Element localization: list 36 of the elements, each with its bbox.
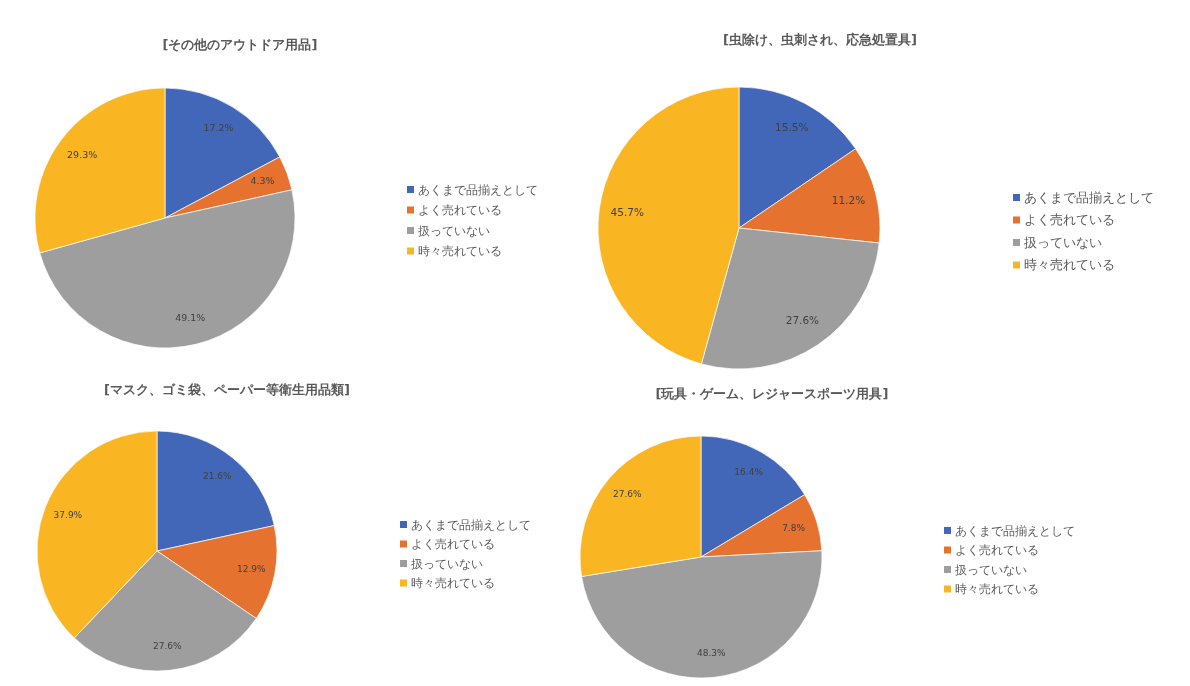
legend-label: 時々売れている <box>418 244 502 258</box>
legend-label: あくまで品揃えとして <box>411 517 531 532</box>
data-label: 27.6% <box>785 314 820 327</box>
legend-label: 時々売れている <box>1024 257 1115 272</box>
legend-label: 扱っていない <box>411 556 483 571</box>
chart-title: [玩具・ゲーム、レジャースポーツ用具] <box>655 385 889 401</box>
data-label: 7.8% <box>782 523 806 534</box>
data-label: 16.4% <box>734 467 764 478</box>
legend-label: あくまで品揃えとして <box>1024 189 1154 205</box>
data-label: 45.7% <box>610 205 644 218</box>
data-label: 29.3% <box>67 148 98 160</box>
legend-label: 扱っていない <box>418 223 490 238</box>
legend-label: よく売れている <box>1024 212 1115 227</box>
data-label: 37.9% <box>53 509 83 520</box>
data-label: 48.3% <box>697 647 727 658</box>
legend-label: 時々売れている <box>955 582 1039 596</box>
data-label: 17.2% <box>203 122 234 134</box>
legend-label: 扱っていない <box>955 562 1027 577</box>
legend-label: よく売れている <box>955 543 1039 557</box>
legend-label: 時々売れている <box>411 576 495 590</box>
chart-title: [虫除け、虫刺され、応急処置具] <box>723 31 917 47</box>
legend-label: 扱っていない <box>1024 234 1102 250</box>
legend-label: よく売れている <box>418 203 502 217</box>
data-label: 21.6% <box>202 470 232 481</box>
chart-title: [その他のアウトドア用品] <box>162 36 318 52</box>
data-label: 4.3% <box>250 175 275 187</box>
legend-label: あくまで品揃えとして <box>955 523 1075 538</box>
chart-title: [マスク、ゴミ袋、ペーパー等衛生用品類] <box>104 381 350 397</box>
legend-label: よく売れている <box>411 537 495 551</box>
legend-label: あくまで品揃えとして <box>418 182 538 197</box>
data-label: 12.9% <box>236 563 266 574</box>
data-label: 15.5% <box>775 121 809 134</box>
data-label: 11.2% <box>831 193 866 206</box>
data-label: 27.6% <box>612 488 642 499</box>
data-label: 49.1% <box>175 312 206 324</box>
data-label: 27.6% <box>152 640 182 651</box>
